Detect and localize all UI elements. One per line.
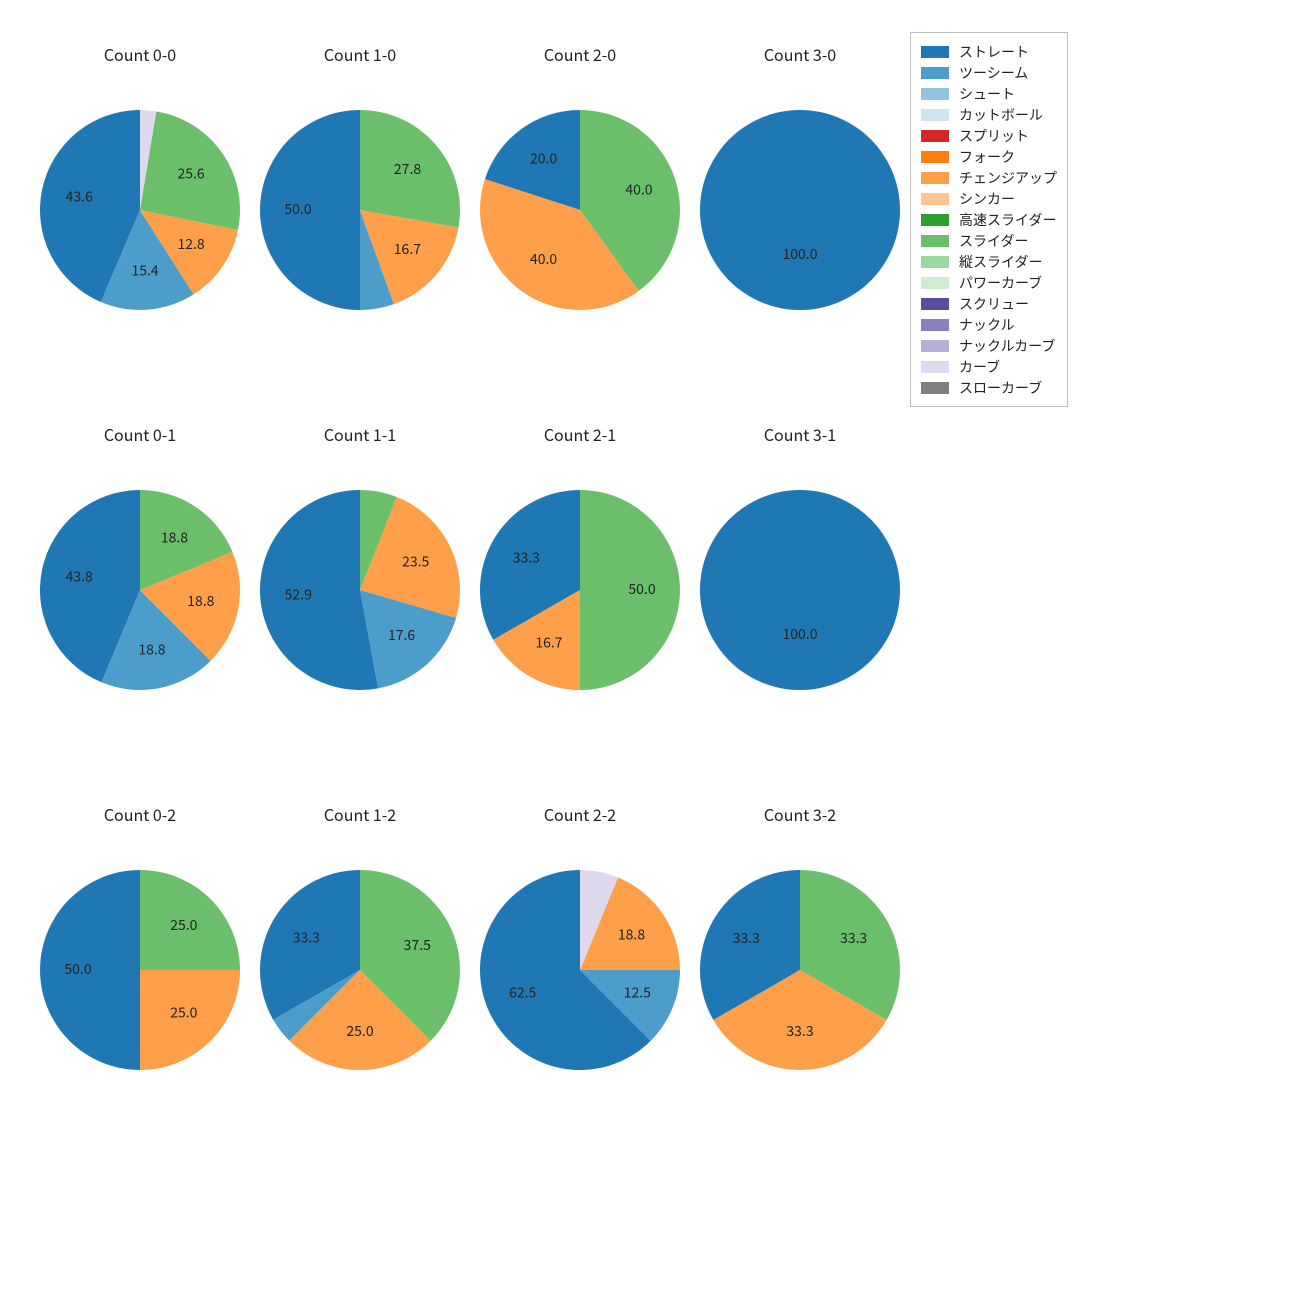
legend-swatch xyxy=(921,382,949,394)
slice-label: 23.5 xyxy=(402,552,429,572)
legend-item: フォーク xyxy=(921,146,1057,167)
slice-label: 50.0 xyxy=(64,959,91,979)
pie-chart: Count 3-0100.0 xyxy=(660,70,940,350)
legend-label: カーブ xyxy=(959,357,1000,377)
chart-title: Count 3-0 xyxy=(660,42,940,66)
chart-title: Count 3-2 xyxy=(660,802,940,826)
legend-label: ストレート xyxy=(959,42,1029,62)
legend-item: ナックル xyxy=(921,314,1057,335)
legend-item: チェンジアップ xyxy=(921,167,1057,188)
legend-item: スプリット xyxy=(921,125,1057,146)
legend-swatch xyxy=(921,361,949,373)
slice-label: 33.3 xyxy=(513,548,540,568)
legend-label: スローカーブ xyxy=(959,378,1042,398)
slice-label: 12.5 xyxy=(624,983,651,1003)
slice-label: 100.0 xyxy=(783,624,818,644)
legend-label: フォーク xyxy=(959,147,1015,167)
legend-label: カットボール xyxy=(959,105,1043,125)
slice-label: 12.8 xyxy=(177,234,204,254)
legend-item: シュート xyxy=(921,83,1057,104)
legend-label: シンカー xyxy=(959,189,1015,209)
legend-label: ナックルカーブ xyxy=(959,336,1055,356)
pie-svg: 100.0 xyxy=(660,70,940,350)
legend-swatch xyxy=(921,130,949,142)
legend-swatch xyxy=(921,214,949,226)
pie-chart: Count 3-233.333.333.3 xyxy=(660,830,940,1110)
slice-label: 18.8 xyxy=(138,640,165,660)
legend-label: 高速スライダー xyxy=(959,210,1056,230)
slice-label: 18.8 xyxy=(618,924,645,944)
legend-swatch xyxy=(921,340,949,352)
legend-swatch xyxy=(921,172,949,184)
legend-swatch xyxy=(921,319,949,331)
legend-item: 縦スライダー xyxy=(921,251,1057,272)
slice-label: 17.6 xyxy=(388,625,415,645)
legend-label: 縦スライダー xyxy=(959,252,1042,272)
legend-item: ナックルカーブ xyxy=(921,335,1057,356)
slice-label: 50.0 xyxy=(628,579,655,599)
chart-title: Count 3-1 xyxy=(660,422,940,446)
slice-label: 25.0 xyxy=(170,1003,197,1023)
slice-label: 25.6 xyxy=(177,164,204,184)
slice-label: 33.3 xyxy=(786,1021,813,1041)
legend-item: スクリュー xyxy=(921,293,1057,314)
legend-item: パワーカーブ xyxy=(921,272,1057,293)
legend-swatch xyxy=(921,235,949,247)
slice-label: 18.8 xyxy=(187,591,214,611)
legend-swatch xyxy=(921,88,949,100)
legend-item: シンカー xyxy=(921,188,1057,209)
slice-label: 27.8 xyxy=(394,159,421,179)
pie-slice xyxy=(700,110,900,310)
legend-item: カーブ xyxy=(921,356,1057,377)
legend-item: ツーシーム xyxy=(921,62,1057,83)
legend-label: ナックル xyxy=(959,315,1015,335)
slice-label: 52.9 xyxy=(285,584,312,604)
slice-label: 37.5 xyxy=(404,935,431,955)
pie-slice xyxy=(700,490,900,690)
legend-item: カットボール xyxy=(921,104,1057,125)
slice-label: 16.7 xyxy=(535,632,562,652)
legend-swatch xyxy=(921,193,949,205)
legend-label: ツーシーム xyxy=(959,63,1028,83)
slice-label: 33.3 xyxy=(293,928,320,948)
pitch-mix-figure: Count 0-043.615.412.825.6Count 1-050.016… xyxy=(0,0,1300,1300)
legend-swatch xyxy=(921,67,949,79)
slice-label: 33.3 xyxy=(733,928,760,948)
legend-swatch xyxy=(921,151,949,163)
legend-item: スローカーブ xyxy=(921,377,1057,398)
slice-label: 33.3 xyxy=(840,928,867,948)
pie-svg: 33.3 33.3 33.3 xyxy=(660,830,940,1110)
legend: ストレートツーシームシュートカットボールスプリットフォークチェンジアップシンカー… xyxy=(910,32,1068,407)
legend-label: チェンジアップ xyxy=(959,168,1057,188)
pie-chart: Count 3-1100.0 xyxy=(660,450,940,730)
slice-label: 62.5 xyxy=(509,983,536,1003)
slice-label: 18.8 xyxy=(161,527,188,547)
slice-label: 16.7 xyxy=(394,239,421,259)
legend-swatch xyxy=(921,46,949,58)
legend-swatch xyxy=(921,109,949,121)
legend-swatch xyxy=(921,256,949,268)
legend-label: シュート xyxy=(959,84,1015,104)
slice-label: 43.6 xyxy=(66,186,93,206)
legend-label: スクリュー xyxy=(959,294,1029,314)
slice-label: 40.0 xyxy=(530,249,557,269)
legend-label: パワーカーブ xyxy=(959,273,1042,293)
slice-label: 15.4 xyxy=(131,261,158,281)
slice-label: 20.0 xyxy=(530,149,557,169)
pie-svg: 100.0 xyxy=(660,450,940,730)
slice-label: 25.0 xyxy=(346,1021,373,1041)
legend-item: ストレート xyxy=(921,41,1057,62)
legend-label: スプリット xyxy=(959,126,1029,146)
legend-label: スライダー xyxy=(959,231,1028,251)
legend-item: 高速スライダー xyxy=(921,209,1057,230)
legend-swatch xyxy=(921,298,949,310)
slice-label: 100.0 xyxy=(783,244,818,264)
slice-label: 50.0 xyxy=(284,199,311,219)
slice-label: 43.8 xyxy=(66,567,93,587)
slice-label: 40.0 xyxy=(625,180,652,200)
legend-item: スライダー xyxy=(921,230,1057,251)
legend-swatch xyxy=(921,277,949,289)
slice-label: 25.0 xyxy=(170,915,197,935)
